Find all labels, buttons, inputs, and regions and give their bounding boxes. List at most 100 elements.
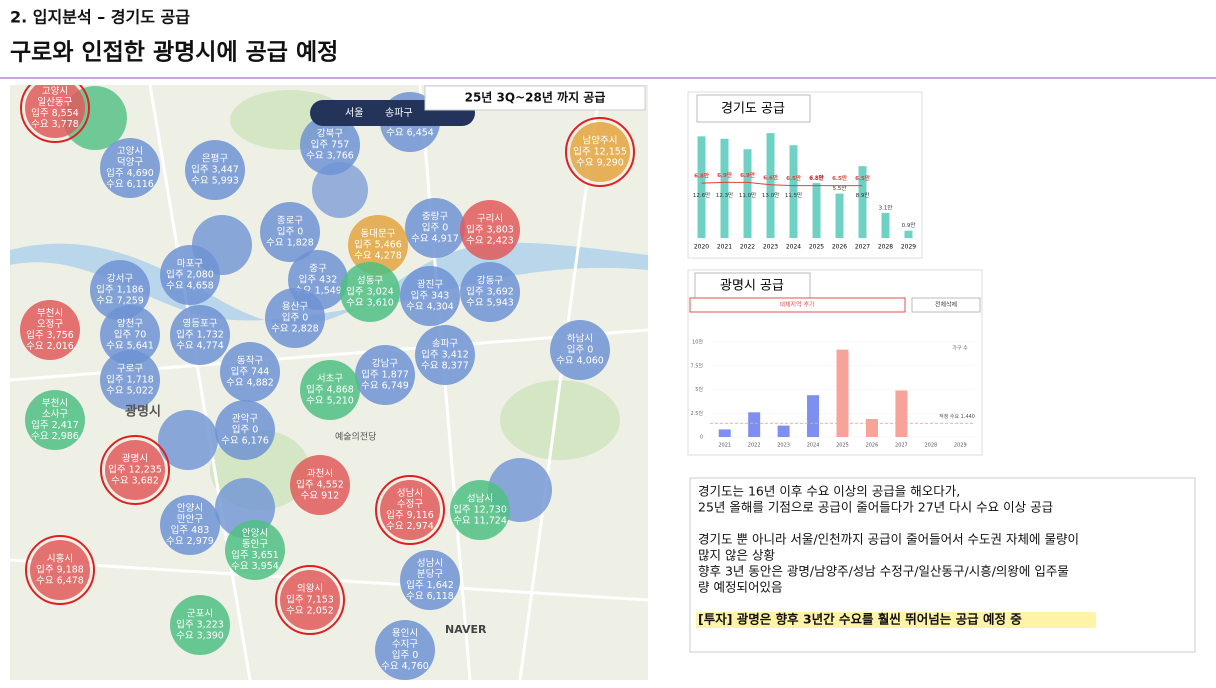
bubble-label: 일산동구: [38, 97, 73, 108]
button[interactable]: [911, 297, 981, 313]
x-tick-label: 2023: [777, 443, 790, 449]
bubble-ring: [565, 117, 635, 187]
bubble-label: 수요 3,766: [306, 151, 354, 162]
bubble: [265, 288, 325, 348]
bubble-label: 수요 8,377: [421, 361, 469, 372]
bubble-label: 수요 7,259: [96, 296, 144, 307]
y-tick-label: 10천: [692, 339, 703, 346]
bubble-label: 성남시: [397, 488, 423, 499]
bubble: [460, 200, 520, 260]
bar: [743, 149, 752, 238]
bubble: [185, 140, 245, 200]
bubble-label: 만안구: [177, 514, 203, 525]
bubble: [220, 342, 280, 402]
note-line: 25년 올해를 기점으로 공급이 줄어들다가 27년 다시 수요 이상 공급: [698, 500, 1053, 515]
bubble-label: 수요 4,304: [406, 302, 454, 313]
bar: [789, 145, 798, 238]
line-label: 6.5만: [786, 174, 801, 182]
bubble-label: 입주 12,155: [573, 146, 627, 158]
bubble-label: 입주 0: [232, 424, 259, 436]
bubble-plain: [312, 162, 368, 218]
button-label[interactable]: 전체삭제: [935, 301, 957, 309]
bubble-label: 입주 3,412: [421, 349, 469, 361]
bubble-label: 덕양구: [117, 157, 143, 168]
bubble-label: 입주 0: [392, 649, 419, 661]
bar: [720, 138, 729, 238]
bar: [835, 193, 844, 238]
bubble-label: 입주 3,024: [346, 286, 394, 298]
bubble: [100, 350, 160, 410]
bubble-label: 입주 1,642: [406, 579, 454, 591]
button-label[interactable]: 대체지역 추가: [779, 301, 815, 309]
bubble-label: 수요 1,549: [294, 286, 342, 297]
value-label: 13.0만: [762, 191, 779, 199]
bubble-ring: [100, 435, 170, 505]
bubble: [400, 550, 460, 610]
bubble-label: 수요 2,828: [271, 324, 319, 335]
x-tick-label: 2028: [924, 443, 937, 449]
bubble-plain: [158, 410, 218, 470]
highlight-bg: [696, 612, 1096, 628]
bubble-label: 수요 6,118: [406, 591, 454, 602]
bar: [858, 166, 867, 238]
bubble-label: 영등포구: [183, 319, 218, 330]
bubble-label: 수요 6,176: [221, 436, 269, 447]
button[interactable]: [689, 297, 906, 313]
bubble-label: 관악구: [232, 413, 258, 425]
bar: [895, 390, 908, 437]
x-tick-label: 2022: [740, 244, 755, 251]
x-tick-label: 2024: [807, 443, 820, 449]
x-tick-label: 2021: [718, 443, 731, 449]
chart-title: 광명시 공급: [720, 279, 784, 294]
bubble-label: 고양시: [117, 146, 143, 157]
line-label: 6.5만: [855, 174, 870, 182]
bubble-label: 성남시: [417, 558, 443, 569]
control[interactable]: 송파구: [385, 107, 413, 119]
bar: [697, 136, 706, 238]
x-tick-label: 2027: [895, 443, 908, 449]
x-tick-label: 2020: [694, 244, 709, 251]
control[interactable]: 서울: [345, 107, 363, 119]
bubble-label: 수요 5,943: [466, 298, 514, 309]
value-label: 11.5만: [785, 191, 802, 199]
line-label: 6.5만: [832, 174, 847, 182]
bubble-label: 수요 3,778: [31, 119, 79, 130]
bubble-label: 입주 3,447: [191, 164, 239, 176]
bubble-label: 수요 9,290: [576, 158, 624, 169]
bubble: [90, 260, 150, 320]
place: NAVER: [445, 623, 487, 636]
x-tick-label: 2029: [954, 443, 967, 449]
bubble: [400, 266, 460, 326]
bubble-label: 서초구: [317, 374, 343, 385]
bubble-ring: [275, 565, 345, 635]
bubble-label: 소사구: [42, 409, 68, 420]
bubble-label: 입주 3,692: [466, 286, 514, 298]
bubble-label: 동작구: [237, 356, 263, 367]
bubble-label: 수요 5,641: [106, 341, 154, 352]
bubble-label: 입주 1,718: [106, 374, 154, 386]
bubble-label: 입주 483: [171, 524, 210, 536]
bubble-label: 입주 432: [299, 274, 338, 286]
bubble: [160, 245, 220, 305]
bubble-label: 수요 4,278: [354, 251, 402, 262]
bubble: [460, 262, 520, 322]
bubble-label: 수요 2,979: [166, 536, 214, 547]
bubble-label: 마포구: [177, 259, 203, 270]
bubble-label: 수요 5,210: [306, 396, 354, 407]
bubble: [415, 325, 475, 385]
bubble-label: 수요 4,760: [381, 661, 429, 672]
bubble-label: 종로구: [277, 216, 303, 227]
bubble-label: 입주 5,466: [354, 239, 402, 251]
bubble-label: 수요 1,828: [266, 238, 314, 249]
bubble-label: 입주 7,153: [286, 594, 334, 606]
bubble-label: 입주 744: [231, 366, 270, 378]
bubble-label: 송파구: [432, 339, 458, 350]
bar: [836, 349, 849, 437]
bubble-label: 용인시: [392, 628, 418, 639]
banner: 25년 3Q~28년 까지 공급: [465, 90, 606, 105]
bubble-label: 양천구: [117, 319, 143, 330]
value-label: 3.1만: [879, 203, 893, 211]
reference-label: 적정 수요 1,440: [939, 413, 975, 420]
bubble: [300, 115, 360, 175]
bubble-label: 하남시: [567, 333, 593, 345]
